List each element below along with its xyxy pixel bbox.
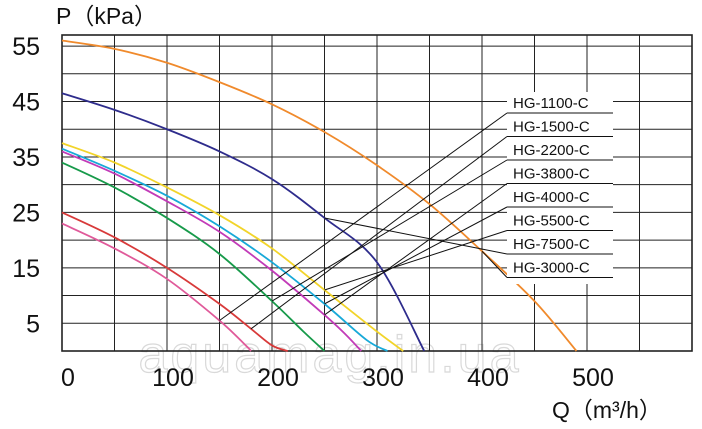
y-tick-label: 5 (26, 310, 40, 338)
series-line-hg-1100-c (61, 222, 252, 352)
x-tick-labels: 0 100 200 300 400 500 (61, 364, 614, 392)
y-tick-label: 25 (12, 199, 40, 227)
y-tick-label: 35 (12, 144, 40, 172)
series-line-hg-3800-c (61, 150, 362, 352)
watermark: aquamag.in.ua (138, 326, 521, 384)
legend-leader-line (324, 230, 508, 291)
legend-leader-line (324, 183, 508, 316)
series-line-hg-4000-c (61, 147, 388, 352)
legend-label: HG-1100-C (513, 95, 589, 112)
legend: HG-1100-C HG-1500-C HG-2200-C HG-3800-C HG-4… (507, 92, 613, 284)
legend-label: HG-1500-C (513, 119, 590, 136)
y-axis-title: P（kPa） (56, 3, 157, 29)
legend-leader-line (481, 250, 508, 278)
legend-box (507, 92, 613, 284)
y-tick-label: 45 (12, 89, 40, 117)
legend-leader-line (219, 112, 508, 321)
x-axis-title: Q（m³/h） (552, 397, 662, 423)
x-tick-label: 400 (467, 364, 509, 392)
x-tick-label: 300 (362, 364, 404, 392)
x-tick-label: 0 (61, 364, 75, 392)
y-tick-label: 15 (12, 255, 40, 283)
legend-leader-line (324, 206, 508, 305)
legend-label: HG-4000-C (513, 189, 590, 206)
y-tick-labels: 5 15 25 35 45 55 (12, 33, 40, 338)
legend-label: HG-7500-C (513, 236, 590, 253)
legend-leaders (219, 112, 508, 330)
legend-leader-line (250, 136, 508, 330)
series-line-hg-3000-c (61, 39, 578, 352)
legend-label: HG-3800-C (513, 166, 590, 183)
legend-leader-line (324, 217, 508, 255)
grid (61, 34, 693, 352)
series-line-hg-2200-c (61, 161, 326, 352)
legend-label: HG-5500-C (513, 213, 590, 230)
series-line-hg-5500-c (61, 142, 404, 352)
legend-label: HG-2200-C (513, 142, 590, 159)
x-tick-label: 500 (572, 364, 614, 392)
series-line-hg-1500-c (61, 211, 289, 352)
series-line-hg-7500-c (61, 92, 426, 352)
x-tick-label: 100 (152, 364, 194, 392)
legend-label: HG-3000-C (513, 260, 590, 277)
series-layer (61, 39, 578, 352)
y-tick-label: 55 (12, 33, 40, 61)
x-tick-label: 200 (257, 364, 299, 392)
